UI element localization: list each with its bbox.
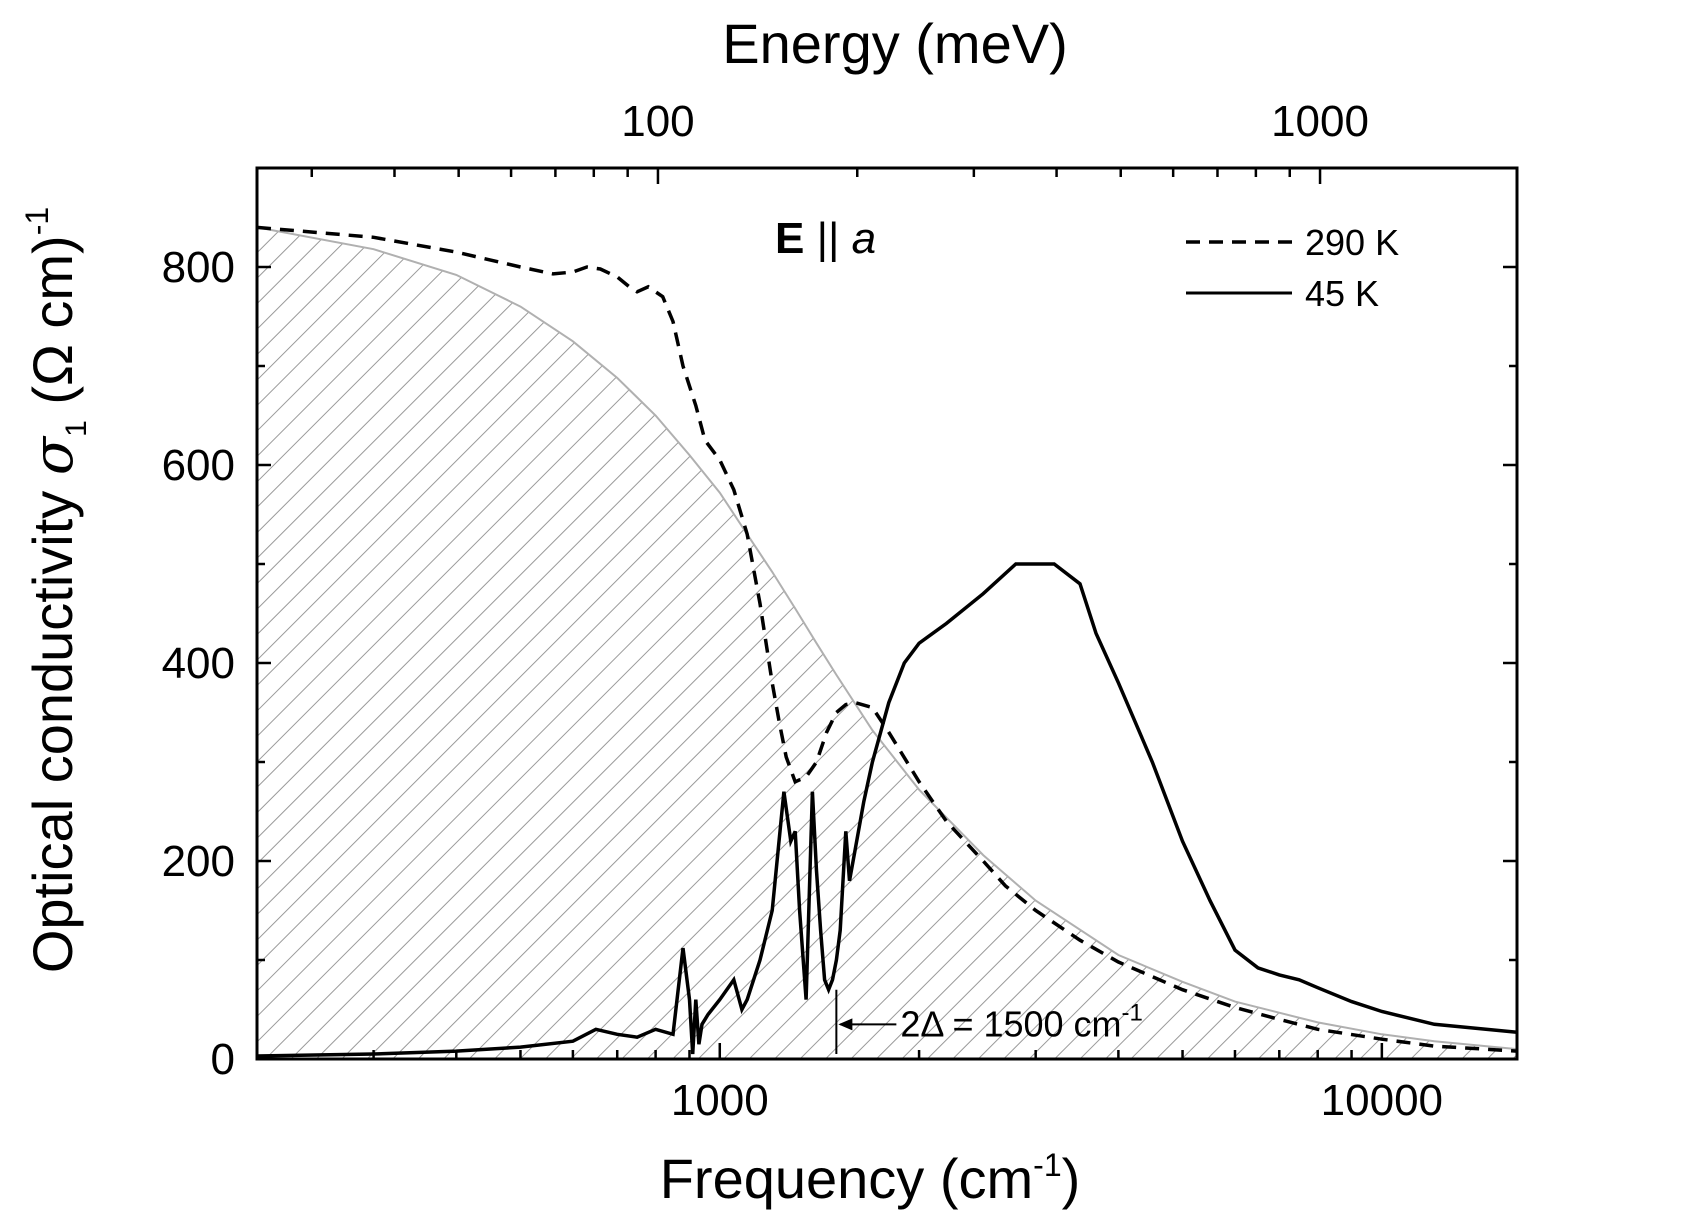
- x2-tick-labels: 100 1000: [621, 97, 1369, 146]
- y-tick-labels: 0 200 400 600 800: [162, 243, 235, 1084]
- series-layer: [257, 225, 1517, 1058]
- x2-tick-label: 1000: [1271, 97, 1369, 146]
- y-tick-label: 400: [162, 639, 235, 688]
- x-tick-labels: 1000 10000: [671, 1076, 1443, 1125]
- hatched-area: [257, 227, 1517, 1059]
- x2-axis-label: Energy (meV): [722, 12, 1067, 75]
- series-line-45K: [257, 562, 1517, 1058]
- legend-label-45K: 45 K: [1305, 273, 1379, 314]
- y-axis-label: Optical conductivity σ1 (Ω cm)-1: [19, 207, 93, 973]
- legend-label-290K: 290 K: [1305, 222, 1399, 263]
- gap-annotation-label: 2Δ = 1500 cm-1: [900, 999, 1143, 1044]
- x-tick-label: 10000: [1321, 1076, 1443, 1125]
- y-tick-label: 800: [162, 243, 235, 292]
- y-tick-label: 0: [211, 1035, 235, 1084]
- plot-frame: [255, 166, 1519, 1061]
- x-tick-label: 1000: [671, 1076, 769, 1125]
- x-axis-label: Frequency (cm-1): [660, 1147, 1081, 1210]
- series-line-290K: [257, 225, 1517, 1053]
- panel-label: E || a: [775, 214, 876, 263]
- legend: 290 K 45 K: [1186, 222, 1399, 314]
- gap-annotation: 2Δ = 1500 cm-1: [835, 989, 1143, 1055]
- axis-ticks: [255, 166, 1517, 1061]
- y-tick-label: 200: [162, 837, 235, 886]
- hatched-area-layer: [257, 226, 1517, 1059]
- y-tick-label: 600: [162, 441, 235, 490]
- gap-arrow-head: [838, 1018, 853, 1031]
- hatched-area-edge: [257, 226, 1517, 1051]
- x2-tick-label: 100: [621, 97, 694, 146]
